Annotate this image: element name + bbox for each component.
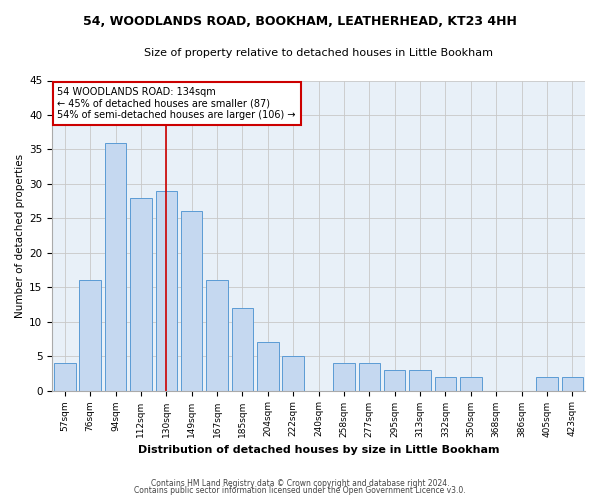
Text: 54 WOODLANDS ROAD: 134sqm
← 45% of detached houses are smaller (87)
54% of semi-: 54 WOODLANDS ROAD: 134sqm ← 45% of detac… — [58, 86, 296, 120]
Bar — [155, 190, 177, 390]
Bar — [79, 280, 101, 390]
Text: Contains public sector information licensed under the Open Government Licence v3: Contains public sector information licen… — [134, 486, 466, 495]
Title: Size of property relative to detached houses in Little Bookham: Size of property relative to detached ho… — [144, 48, 493, 58]
Bar — [181, 212, 202, 390]
Bar — [257, 342, 278, 390]
Text: Contains HM Land Registry data © Crown copyright and database right 2024.: Contains HM Land Registry data © Crown c… — [151, 478, 449, 488]
Bar — [333, 363, 355, 390]
Bar — [409, 370, 431, 390]
Text: 54, WOODLANDS ROAD, BOOKHAM, LEATHERHEAD, KT23 4HH: 54, WOODLANDS ROAD, BOOKHAM, LEATHERHEAD… — [83, 15, 517, 28]
Bar — [384, 370, 406, 390]
Bar — [206, 280, 228, 390]
Bar — [434, 377, 456, 390]
Y-axis label: Number of detached properties: Number of detached properties — [15, 154, 25, 318]
Bar — [105, 142, 127, 390]
Bar — [54, 363, 76, 390]
Bar — [232, 308, 253, 390]
Bar — [359, 363, 380, 390]
Bar — [283, 356, 304, 390]
Bar — [460, 377, 482, 390]
Bar — [130, 198, 152, 390]
Bar — [536, 377, 558, 390]
Bar — [562, 377, 583, 390]
X-axis label: Distribution of detached houses by size in Little Bookham: Distribution of detached houses by size … — [138, 445, 499, 455]
